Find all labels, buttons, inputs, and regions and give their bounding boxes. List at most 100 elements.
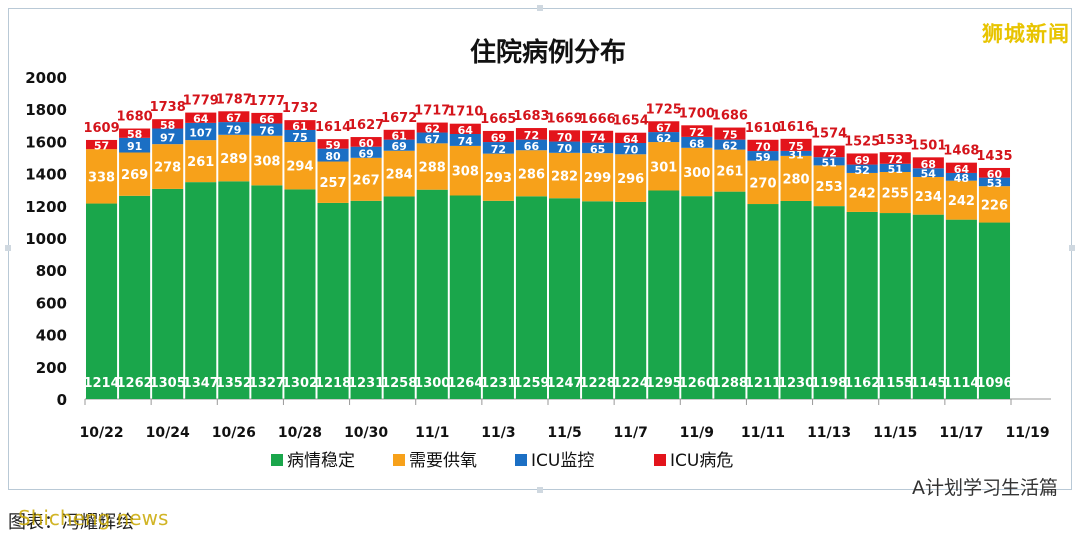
bar-value-label: 308 (452, 165, 479, 180)
x-tick-label: 10/26 (212, 425, 256, 441)
bar-segment-1 (284, 189, 316, 399)
bar-segment-2 (482, 153, 514, 201)
bar-segment-1 (780, 200, 812, 399)
bar-segment-1 (119, 195, 151, 399)
bar-segment-3 (218, 122, 250, 135)
bar-total-label: 1616 (778, 120, 814, 135)
bar-segment-3 (548, 141, 581, 153)
bar-segment-1 (350, 200, 382, 399)
bar-segment-4 (548, 130, 581, 142)
bar-segment-1 (747, 204, 779, 399)
bar-value-label: 80 (325, 150, 341, 163)
bar-segment-2 (548, 152, 581, 199)
bar-segment-3 (846, 164, 878, 173)
x-tick-label: 11/17 (939, 425, 983, 441)
bar-total-label: 1614 (315, 120, 351, 135)
x-tick-label: 11/15 (873, 425, 917, 441)
bar-segment-1 (648, 190, 680, 399)
bar-value-label: 294 (286, 160, 313, 175)
bar-segment-1 (185, 182, 217, 399)
bar-total-label: 1665 (480, 112, 516, 127)
bar-segment-3 (416, 132, 448, 144)
bar-total-label: 1779 (183, 94, 219, 109)
legend-label: 病情稳定 (287, 451, 355, 471)
bar-value-label: 1155 (877, 376, 913, 391)
bar-value-label: 308 (253, 155, 280, 170)
bar-value-label: 267 (353, 173, 380, 188)
bar-total-label: 1725 (646, 102, 682, 117)
bar-total-label: 1609 (83, 121, 119, 136)
bar-value-label: 64 (458, 124, 474, 137)
bar-value-label: 61 (392, 130, 407, 143)
resize-handle-left[interactable] (5, 245, 11, 251)
bar-segment-2 (317, 161, 349, 203)
bar-value-label: 72 (491, 143, 506, 156)
bar-value-label: 75 (788, 140, 803, 153)
bar-total-label: 1732 (282, 101, 318, 116)
bar-value-label: 64 (193, 113, 209, 126)
bar-segment-3 (945, 172, 977, 181)
legend-swatch (654, 454, 666, 466)
watermark-text: 狮城新闻 (982, 22, 1070, 46)
x-tick-label: 11/11 (741, 425, 785, 441)
bar-segment-3 (515, 139, 548, 151)
y-tick-label: 1200 (25, 198, 67, 216)
bar-segment-2 (152, 144, 184, 189)
bar-value-label: 1260 (679, 376, 715, 391)
bar-segment-4 (85, 139, 118, 150)
bar-segment-2 (615, 154, 647, 202)
legend-label: ICU监控 (531, 451, 594, 471)
resize-handle-right[interactable] (1069, 245, 1075, 251)
resize-handle-top[interactable] (537, 5, 543, 11)
y-tick-label: 1800 (25, 101, 67, 119)
bar-value-label: 107 (189, 126, 212, 139)
bar-segment-3 (978, 177, 1011, 187)
bar-value-label: 67 (656, 122, 671, 135)
bar-value-label: 270 (749, 176, 776, 191)
bar-segment-2 (714, 149, 746, 192)
bar-value-label: 69 (392, 140, 407, 153)
bar-segment-1 (714, 191, 746, 399)
bar-value-label: 1211 (745, 376, 781, 391)
bar-segment-4 (482, 130, 514, 143)
bar-total-label: 1627 (348, 118, 384, 133)
bar-value-label: 286 (518, 167, 545, 182)
x-tick-label: 10/22 (79, 425, 123, 441)
bar-value-label: 242 (948, 194, 975, 209)
bar-value-label: 293 (485, 171, 512, 186)
bar-value-label: 1259 (513, 376, 549, 391)
bar-value-label: 226 (981, 198, 1008, 213)
bar-segment-3 (185, 122, 217, 141)
bar-value-label: 31 (788, 148, 803, 161)
bar-value-label: 1231 (480, 376, 516, 391)
bar-segment-2 (747, 160, 779, 205)
bar-value-label: 1264 (447, 376, 483, 391)
bar-segment-2 (515, 150, 548, 197)
bar-value-label: 1347 (183, 376, 219, 391)
legend-label: 需要供氧 (409, 451, 477, 471)
y-tick-label: 200 (36, 359, 67, 377)
bar-total-label: 1717 (414, 104, 450, 119)
bar-value-label: 97 (160, 131, 175, 144)
bar-value-label: 1302 (282, 376, 318, 391)
bar-total-label: 1672 (381, 111, 417, 126)
bar-segment-4 (615, 132, 647, 144)
bar-segment-3 (747, 151, 779, 161)
bar-value-label: 69 (358, 147, 373, 160)
bar-value-label: 1214 (83, 376, 119, 391)
bar-segment-2 (648, 142, 680, 191)
bar-segment-2 (85, 149, 118, 204)
bar-value-label: 1352 (216, 376, 252, 391)
bar-segment-3 (615, 143, 647, 155)
bar-segment-2 (912, 176, 944, 215)
bar-segment-2 (449, 145, 481, 196)
bar-segment-3 (152, 128, 184, 145)
y-tick-label: 0 (57, 391, 67, 409)
chart-title: 住院病例分布 (470, 37, 626, 68)
bar-value-label: 69 (491, 131, 506, 144)
bar-value-label: 234 (915, 190, 942, 205)
resize-handle-bottom[interactable] (537, 487, 543, 493)
bar-total-label: 1501 (910, 138, 946, 153)
bar-segment-4 (251, 112, 283, 124)
legend-swatch (515, 454, 527, 466)
